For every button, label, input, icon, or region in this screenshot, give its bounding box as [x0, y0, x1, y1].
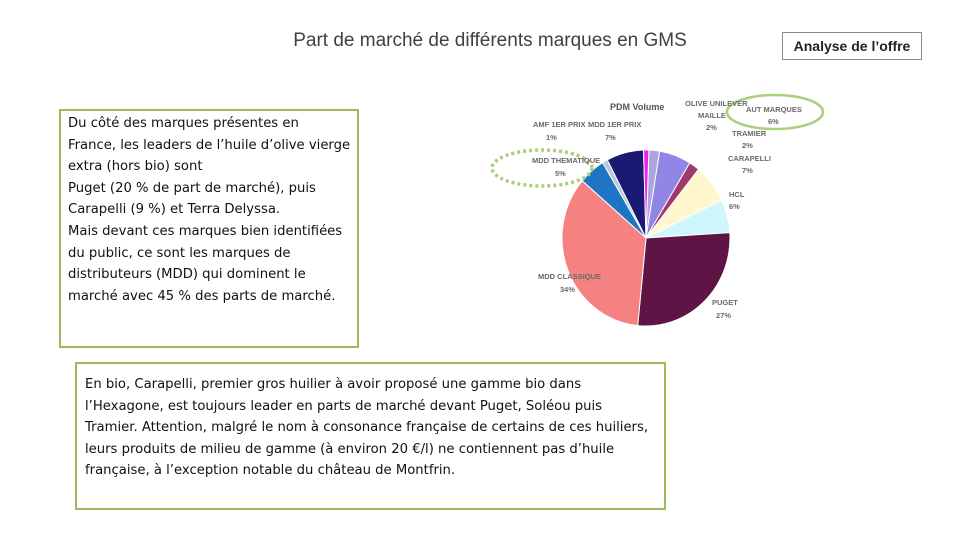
label-mdd-classique: MDD CLASSIQUE [538, 272, 601, 281]
label-puget: PUGET [712, 298, 738, 307]
highlight-ellipse-mdd-thematique [490, 148, 594, 188]
label-tramier-value: 2% [742, 141, 753, 150]
pie-slice-puget [637, 232, 731, 327]
label-carapelli: CARAPELLI [728, 154, 771, 163]
label-hcl: HCL [729, 190, 745, 199]
label-aut-marques-value: 6% [768, 117, 779, 126]
pie-chart: PDM Volume OLIVE UNILEVER MAILLE 2% AUT … [490, 93, 825, 327]
chart-title: PDM Volume [610, 102, 664, 112]
label-olive-unilever-sub: MAILLE [698, 111, 726, 120]
label-hcl-value: 6% [729, 202, 740, 211]
highlight-ellipse-aut-marques [725, 93, 825, 131]
label-mdd-1er-prix-value: 7% [605, 133, 616, 142]
label-aut-marques: AUT MARQUES [746, 105, 802, 114]
label-tramier: TRAMIER [732, 129, 767, 138]
label-amf-1er-prix: AMF 1ER PRIX [533, 120, 586, 129]
pie-slice-other-10 [643, 149, 650, 239]
section-badge: Analyse de l’offre [782, 32, 922, 60]
page-title: Part de marché de différents marques en … [293, 30, 687, 51]
text-box-bio: En bio, Carapelli, premier gros huilier … [75, 362, 666, 510]
label-carapelli-value: 7% [742, 166, 753, 175]
label-mdd-classique-value: 34% [560, 285, 575, 294]
pie-slice-mdd-classique [561, 180, 647, 327]
label-olive-unilever-value: 2% [706, 123, 717, 132]
text-box-brands: Du côté des marques présentes en France,… [59, 109, 359, 348]
label-mdd-1er-prix: MDD 1ER PRIX [588, 120, 641, 129]
label-mdd-thematique: MDD THEMATIQUE [532, 156, 600, 165]
label-amf-1er-prix-value: 1% [546, 133, 557, 142]
label-mdd-thematique-value: 5% [555, 169, 566, 178]
label-puget-value: 27% [716, 311, 731, 320]
label-olive-unilever: OLIVE UNILEVER [685, 99, 748, 108]
